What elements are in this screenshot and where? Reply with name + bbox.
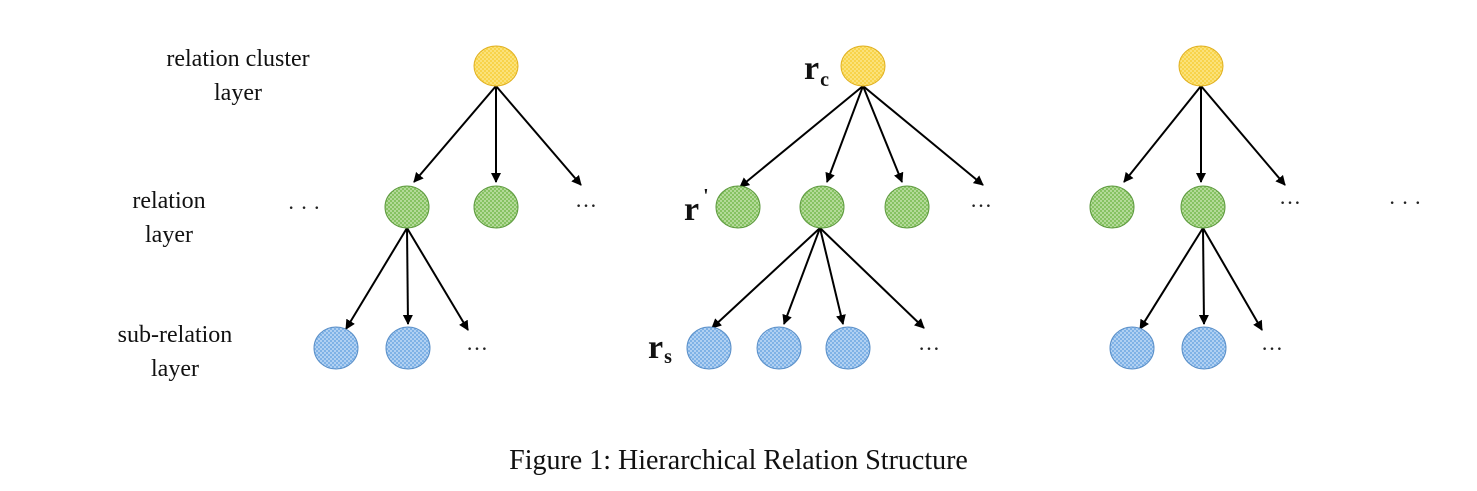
edge-arrow	[1200, 85, 1286, 186]
subrelation-node	[385, 326, 431, 370]
outer-ellipsis-right: · · ·	[1389, 190, 1422, 215]
figure-caption: Figure 1: Hierarchical Relation Structur…	[509, 445, 968, 476]
symbol-labels: rc r ' rs	[648, 50, 829, 368]
edge-arrow	[825, 85, 864, 183]
relation-node	[1089, 185, 1135, 229]
cluster-node-rc	[840, 45, 886, 87]
edge-arrow	[402, 227, 413, 325]
subrelation-nodes	[313, 326, 1227, 370]
subrelation-node	[756, 326, 802, 370]
cluster-node	[1178, 45, 1224, 87]
relation-node	[473, 185, 519, 229]
ellipsis: …	[466, 330, 488, 355]
edge-arrow	[495, 85, 582, 186]
symbol-rs-subscript: s	[664, 346, 672, 368]
ellipsis: …	[918, 330, 940, 355]
edge-arrow	[862, 85, 984, 186]
relation-layer-label-line2: layer	[145, 222, 193, 248]
subrelation-node	[825, 326, 871, 370]
edge-arrow	[1139, 227, 1204, 330]
relation-nodes	[384, 185, 1226, 229]
edge-arrow	[739, 85, 864, 188]
edge-arrow	[782, 227, 821, 325]
symbol-rc-main: r	[804, 50, 819, 87]
symbol-rprime: r '	[684, 185, 709, 228]
subrelation-layer-label-line1: sub-relation	[118, 322, 233, 348]
ellipsis: …	[1279, 184, 1301, 209]
relation-node	[799, 185, 845, 229]
edge-arrow	[862, 85, 904, 183]
relation-node	[384, 185, 430, 229]
cluster-node	[473, 45, 519, 87]
relation-node	[1180, 185, 1226, 229]
subrelation-node	[1181, 326, 1227, 370]
outer-ellipsis-left: · · ·	[288, 195, 321, 220]
edge-arrow	[413, 85, 497, 183]
layer-labels: relation cluster layer relation layer su…	[118, 46, 310, 382]
subrelation-layer-label-line2: layer	[151, 356, 199, 382]
relation-node-rprime	[715, 185, 761, 229]
symbol-rc: rc	[804, 50, 829, 91]
edge-arrow	[819, 227, 846, 325]
edge-arrow	[1202, 227, 1263, 331]
cluster-nodes	[473, 45, 1224, 87]
relation-layer-label-line1: relation	[132, 188, 205, 214]
edge-arrow	[1198, 227, 1209, 325]
edge-arrow	[345, 227, 408, 330]
subrelation-node-rs	[686, 326, 732, 370]
edge-arrow	[1123, 85, 1202, 183]
subrelation-node	[1109, 326, 1155, 370]
symbol-rprime-main: r	[684, 191, 699, 228]
ellipsis: …	[1261, 330, 1283, 355]
symbol-rs-main: r	[648, 329, 663, 366]
cluster-layer-label-line1: relation cluster	[166, 46, 309, 72]
edges	[345, 85, 1286, 331]
symbol-rc-subscript: c	[820, 69, 829, 91]
ellipsis-markers: · · · … … … … … … · · ·	[288, 184, 1422, 355]
ellipsis: …	[970, 187, 992, 212]
symbol-rs: rs	[648, 329, 672, 368]
ellipsis: …	[575, 187, 597, 212]
edge-arrow	[406, 227, 469, 331]
cluster-layer-label-line2: layer	[214, 80, 262, 106]
edge-arrow	[819, 227, 925, 329]
subrelation-node	[313, 326, 359, 370]
edge-arrow	[711, 227, 821, 329]
symbol-rprime-superscript: '	[703, 185, 709, 207]
relation-node	[884, 185, 930, 229]
